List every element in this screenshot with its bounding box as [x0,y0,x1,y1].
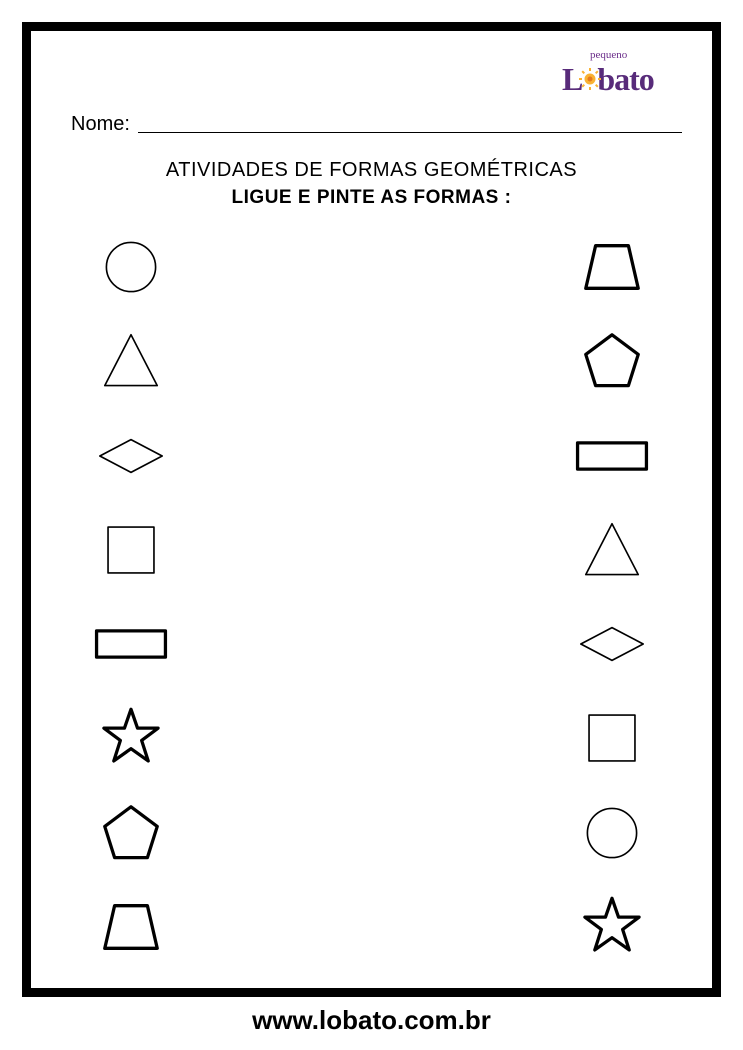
triangle-shape[interactable] [562,509,662,591]
name-input-line[interactable] [138,132,682,133]
pentagon-shape[interactable] [81,792,181,874]
star-shape[interactable] [81,697,181,779]
name-row: Nome: [71,113,682,136]
rectangle-shape[interactable] [81,603,181,685]
logo-text-bato: bato [597,61,653,97]
square-shape[interactable] [562,697,662,779]
pentagon-shape[interactable] [562,320,662,402]
circle-shape[interactable] [81,226,181,308]
name-label: Nome: [71,113,130,136]
circle-shape[interactable] [562,792,662,874]
footer-url: www.lobato.com.br [0,1005,743,1036]
rectangle-shape[interactable] [562,415,662,497]
left-column [66,226,196,968]
trapezoid-shape[interactable] [562,226,662,308]
page-frame: pequeno Lobato Nome: [22,22,721,997]
diamond-shape[interactable] [81,415,181,497]
logo: pequeno Lobato [562,49,682,104]
logo-small-text: pequeno [590,49,627,61]
star-shape[interactable] [562,886,662,968]
worksheet-title: ATIVIDADES DE FORMAS GEOMÉTRICAS [31,159,712,182]
logo-main-text: Lobato [562,61,654,98]
square-shape[interactable] [81,509,181,591]
triangle-shape[interactable] [81,320,181,402]
diamond-shape[interactable] [562,603,662,685]
shapes-area [31,226,712,968]
worksheet-instruction: LIGUE E PINTE AS FORMAS : [31,187,712,209]
right-column [547,226,677,968]
sun-icon [578,67,602,91]
trapezoid-shape[interactable] [81,886,181,968]
